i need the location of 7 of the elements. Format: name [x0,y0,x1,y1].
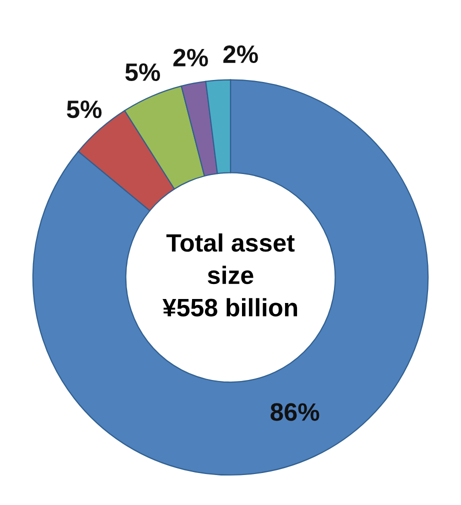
data-label: 2% [223,45,258,64]
text: Total asset size ¥558 billion [162,233,298,316]
donut-slice [32,79,429,476]
data-label: 5% [125,63,160,82]
data-label: 86% [270,403,320,421]
data-label: 2% [173,48,208,66]
data-label: 5% [66,100,102,118]
